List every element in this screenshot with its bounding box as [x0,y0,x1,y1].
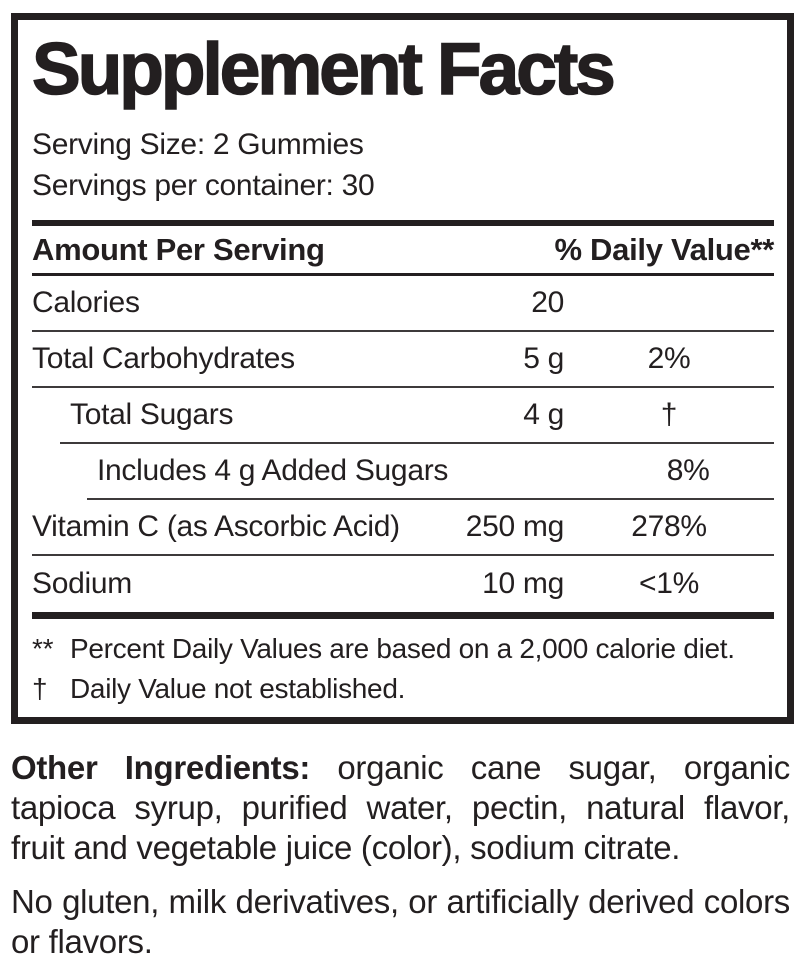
footnote-daily-values: ** Percent Daily Values are based on a 2… [32,629,774,669]
footnote-marker: † [32,673,48,704]
nutrient-amount: 10 mg [482,567,564,600]
nutrient-amount: 250 mg [465,510,565,543]
divider-thick-bottom [32,612,774,619]
nutrient-dv: 2% [647,342,691,375]
nutrient-label: Vitamin C (as Ascorbic Acid) [32,510,400,543]
nutrient-label: Calories [32,286,140,319]
nutrient-dv: † [660,398,678,431]
nutrient-label: Total Carbohydrates [32,342,295,375]
footnote-text: Percent Daily Values are based on a 2,00… [70,633,735,664]
nutrient-dv: 8% [666,454,710,487]
nutrient-row: Sodium 10 mg <1% [32,556,774,612]
nutrient-row: Total Sugars 4 g † [60,388,774,444]
table-header-row: Amount Per Serving % Daily Value** [32,226,774,276]
divider-thick-top [32,220,774,226]
nutrient-label: Includes 4 g Added Sugars [97,454,449,487]
serving-size-line: Serving Size: 2 Gummies [32,128,364,161]
amount-per-serving-header: Amount Per Serving [32,231,325,267]
servings-per-container-line: Servings per container: 30 [32,169,375,202]
nutrient-amount: 4 g [523,398,564,431]
supplement-facts-panel: Supplement Facts Serving Size: 2 Gummies… [11,13,794,724]
other-ingredients-paragraph: Other Ingredients: organic cane sugar, o… [11,748,790,868]
nutrient-row: Vitamin C (as Ascorbic Acid) 250 mg 278% [32,500,774,556]
supplement-label-page: Supplement Facts Serving Size: 2 Gummies… [0,13,804,966]
nutrient-dv: <1% [639,567,699,600]
footnote-dagger: † Daily Value not established. [32,669,774,709]
footnote-marker: ** [32,633,54,664]
nutrient-label: Total Sugars [70,398,234,431]
nutrient-row: Total Carbohydrates 5 g 2% [32,332,774,388]
other-ingredients-text: organic cane sugar, organic tapioca syru… [11,749,790,866]
nutrient-rows: Calories 20 Total Carbohydrates 5 g 2% T… [32,276,774,612]
label-paragraphs: Other Ingredients: organic cane sugar, o… [11,748,790,962]
nutrient-dv: 278% [631,510,707,543]
footnotes: ** Percent Daily Values are based on a 2… [32,619,774,709]
nutrient-row: Includes 4 g Added Sugars 8% [87,444,774,500]
nutrient-amount: 20 [531,286,564,319]
nutrient-label: Sodium [32,567,132,600]
footnote-text: Daily Value not established. [70,673,406,704]
nutrient-row: Calories 20 [32,276,774,332]
nutrient-amount: 5 g [523,342,564,375]
other-ingredients-label: Other Ingredients: [11,749,311,786]
daily-value-header: % Daily Value** [554,231,774,267]
panel-title: Supplement Facts [31,29,616,111]
allergen-statement: No gluten, milk derivatives, or artifici… [11,883,790,960]
